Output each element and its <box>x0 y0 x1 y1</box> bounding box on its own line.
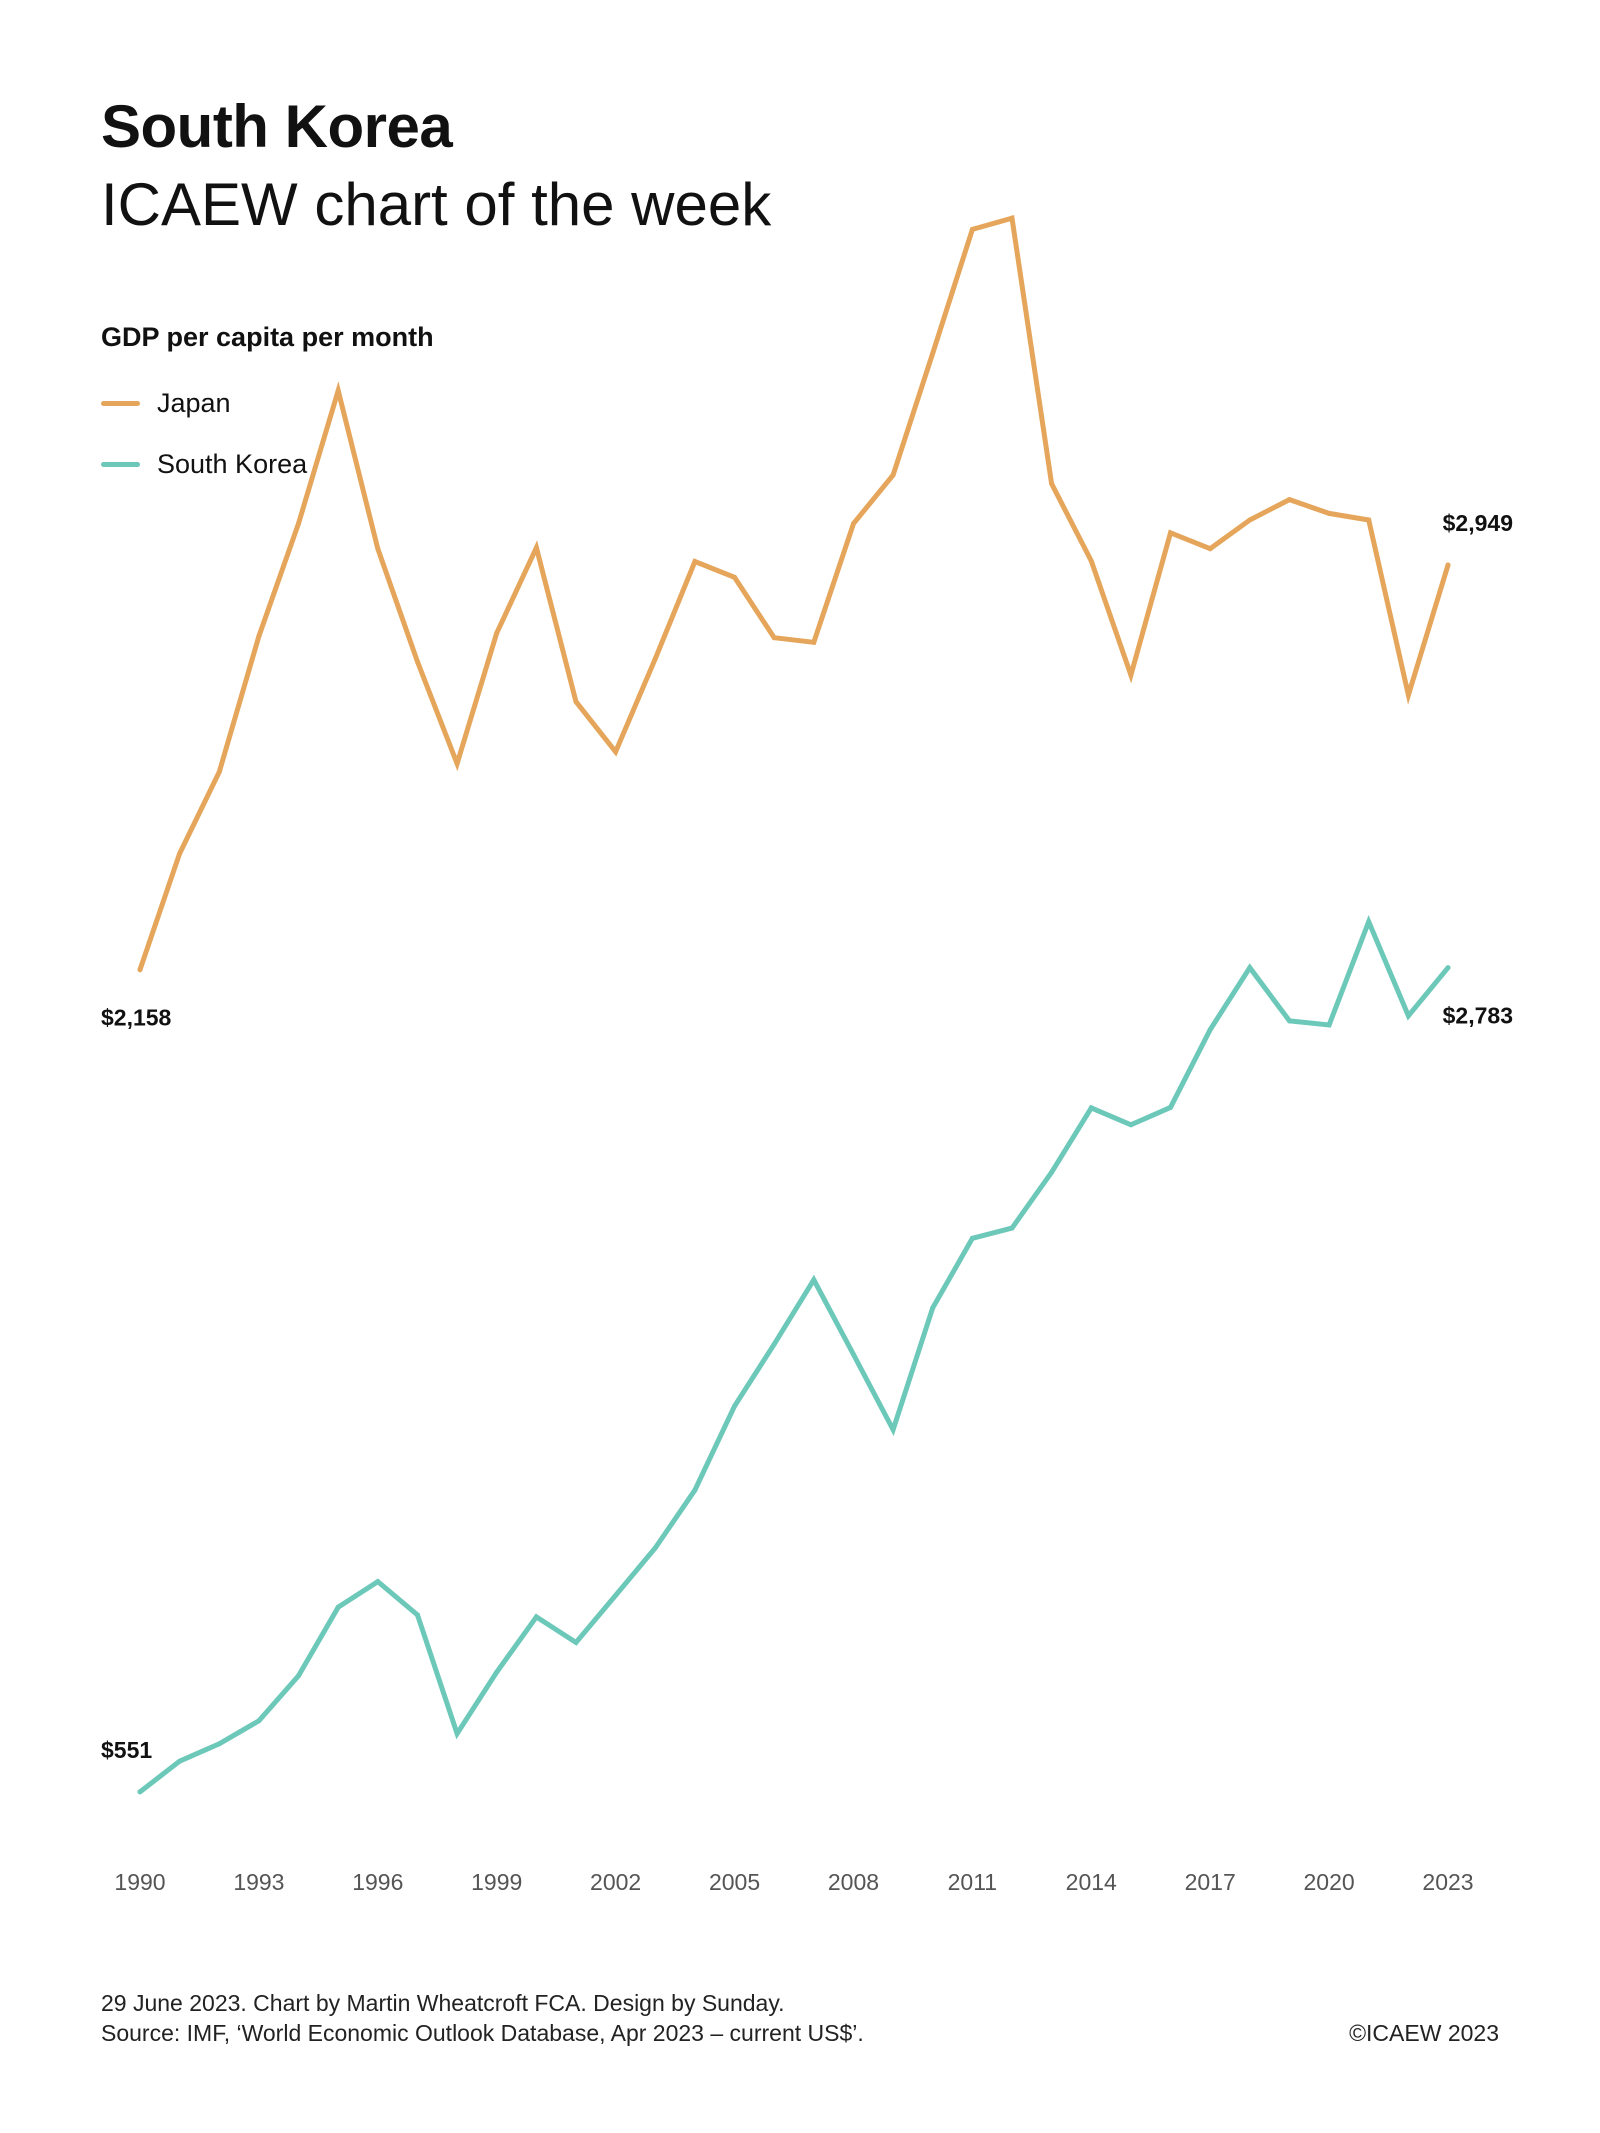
data-point-japan-2003 <box>652 656 658 662</box>
data-point-japan-2014 <box>1088 558 1094 564</box>
chart-title: GDP per capita per month <box>101 322 434 352</box>
data-point-south-korea-2009 <box>890 1427 896 1433</box>
data-point-south-korea-2006 <box>771 1341 777 1347</box>
data-point-south-korea-2017 <box>1207 1027 1213 1033</box>
data-point-japan-2004 <box>692 558 698 564</box>
data-point-south-korea-2013 <box>1049 1169 1055 1175</box>
data-point-japan-1995 <box>335 388 341 394</box>
x-tick-label-2017: 2017 <box>1185 1869 1236 1895</box>
data-point-south-korea-1997 <box>414 1612 420 1618</box>
data-point-south-korea-1996 <box>375 1579 381 1585</box>
data-point-south-korea-1991 <box>177 1758 183 1764</box>
x-tick-label-1993: 1993 <box>233 1869 284 1895</box>
data-point-japan-2000 <box>533 545 539 551</box>
data-point-japan-2008 <box>850 521 856 527</box>
data-point-japan-2019 <box>1286 497 1292 503</box>
data-point-south-korea-1992 <box>216 1741 222 1747</box>
data-point-japan-2006 <box>771 635 777 641</box>
data-point-japan-2013 <box>1049 481 1055 487</box>
data-label-japan-2023: $2,949 <box>1443 510 1513 536</box>
footer-credits: 29 June 2023. Chart by Martin Wheatcroft… <box>101 1990 785 2016</box>
x-tick-label-1996: 1996 <box>352 1869 403 1895</box>
footer-source: Source: IMF, ‘World Economic Outlook Dat… <box>101 2020 864 2046</box>
data-point-japan-2020 <box>1326 510 1332 516</box>
x-tick-label-2023: 2023 <box>1422 1869 1473 1895</box>
data-point-south-korea-2018 <box>1247 965 1253 971</box>
data-point-japan-2021 <box>1366 517 1372 523</box>
x-tick-label-1990: 1990 <box>114 1869 165 1895</box>
x-tick-label-2002: 2002 <box>590 1869 641 1895</box>
x-tick-label-1999: 1999 <box>471 1869 522 1895</box>
data-point-south-korea-1995 <box>335 1604 341 1610</box>
series-line-south-korea <box>137 915 1451 1795</box>
data-point-south-korea-2020 <box>1326 1022 1332 1028</box>
data-point-south-korea-2021 <box>1366 919 1372 925</box>
data-label-japan-1990: $2,158 <box>101 1005 172 1031</box>
data-point-japan-2005 <box>732 574 738 580</box>
data-point-japan-2001 <box>573 699 579 705</box>
data-point-south-korea-2007 <box>811 1277 817 1283</box>
legend-item-south-korea: South Korea <box>101 449 307 480</box>
x-tick-label-2014: 2014 <box>1066 1869 1117 1895</box>
legend-label-japan: Japan <box>157 388 231 418</box>
data-point-japan-1997 <box>414 659 420 665</box>
data-point-japan-1996 <box>375 546 381 552</box>
x-tick-label-2005: 2005 <box>709 1869 760 1895</box>
series-line-japan <box>137 215 1451 973</box>
data-point-japan-2007 <box>811 639 817 645</box>
data-point-japan-2010 <box>930 350 936 356</box>
x-tick-label-2011: 2011 <box>948 1869 997 1895</box>
data-label-south-korea-1990: $551 <box>101 1737 152 1763</box>
data-point-japan-2009 <box>890 472 896 478</box>
data-point-south-korea-2012 <box>1009 1225 1015 1231</box>
data-point-japan-1991 <box>177 851 183 857</box>
data-label-south-korea-2023: $2,783 <box>1443 1003 1513 1029</box>
data-point-japan-1993 <box>256 633 262 639</box>
data-point-south-korea-2003 <box>652 1545 658 1551</box>
legend-swatch-japan <box>101 401 140 406</box>
data-point-japan-2022 <box>1405 692 1411 698</box>
copyright: ©ICAEW 2023 <box>1349 2020 1499 2046</box>
page-subtitle: ICAEW chart of the week <box>101 171 772 238</box>
data-point-south-korea-1994 <box>296 1673 302 1679</box>
data-point-south-korea-1999 <box>494 1669 500 1675</box>
data-point-south-korea-2002 <box>613 1592 619 1598</box>
data-point-japan-2012 <box>1009 215 1015 221</box>
data-point-south-korea-2010 <box>930 1305 936 1311</box>
data-point-south-korea-2004 <box>692 1487 698 1493</box>
data-point-south-korea-2014 <box>1088 1105 1094 1111</box>
page-title: South Korea <box>101 93 453 160</box>
data-point-south-korea-1998 <box>454 1731 460 1737</box>
data-point-japan-2018 <box>1247 517 1253 523</box>
data-point-south-korea-2022 <box>1405 1013 1411 1019</box>
x-tick-label-2008: 2008 <box>828 1869 879 1895</box>
data-point-japan-2011 <box>969 226 975 232</box>
data-point-japan-2023 <box>1445 562 1451 568</box>
data-point-japan-2016 <box>1168 530 1174 536</box>
legend-label-south-korea: South Korea <box>157 449 308 479</box>
data-point-south-korea-2015 <box>1128 1122 1134 1128</box>
data-point-south-korea-2019 <box>1286 1018 1292 1024</box>
data-point-south-korea-2001 <box>573 1640 579 1646</box>
data-point-south-korea-1993 <box>256 1718 262 1724</box>
x-tick-label-2020: 2020 <box>1304 1869 1355 1895</box>
legend-swatch-south-korea <box>101 462 140 467</box>
data-point-south-korea-2011 <box>969 1235 975 1241</box>
data-point-japan-1994 <box>296 521 302 527</box>
legend-item-japan: Japan <box>101 388 231 419</box>
data-point-japan-1998 <box>454 761 460 767</box>
data-point-japan-1992 <box>216 769 222 775</box>
data-point-south-korea-2008 <box>850 1351 856 1357</box>
data-point-japan-2015 <box>1128 672 1134 678</box>
data-point-japan-2017 <box>1207 546 1213 552</box>
data-point-japan-1999 <box>494 630 500 636</box>
data-point-south-korea-1990 <box>137 1789 143 1795</box>
data-point-south-korea-2000 <box>533 1614 539 1620</box>
data-point-south-korea-2016 <box>1168 1104 1174 1110</box>
data-point-japan-2002 <box>613 749 619 755</box>
data-point-south-korea-2023 <box>1445 965 1451 971</box>
data-point-south-korea-2005 <box>732 1403 738 1409</box>
data-point-japan-1990 <box>137 967 143 973</box>
